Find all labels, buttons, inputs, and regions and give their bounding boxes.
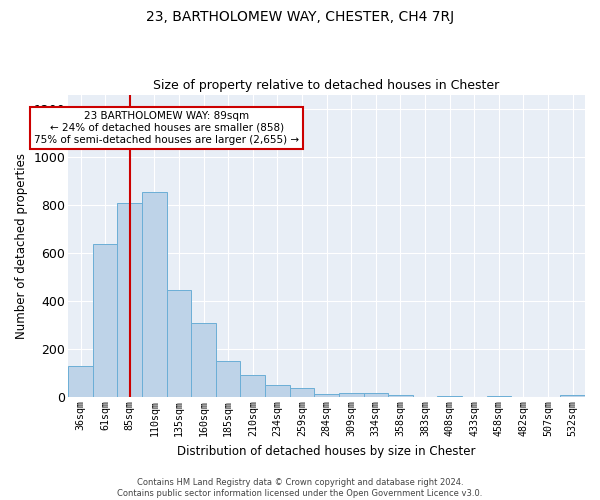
Bar <box>462 396 487 398</box>
Bar <box>167 290 191 398</box>
Bar <box>142 192 167 398</box>
X-axis label: Distribution of detached houses by size in Chester: Distribution of detached houses by size … <box>178 444 476 458</box>
Bar <box>388 395 413 398</box>
Text: Contains HM Land Registry data © Crown copyright and database right 2024.
Contai: Contains HM Land Registry data © Crown c… <box>118 478 482 498</box>
Bar <box>413 396 437 398</box>
Y-axis label: Number of detached properties: Number of detached properties <box>15 153 28 339</box>
Bar <box>241 375 265 398</box>
Bar <box>68 366 93 398</box>
Bar <box>265 386 290 398</box>
Text: 23 BARTHOLOMEW WAY: 89sqm
← 24% of detached houses are smaller (858)
75% of semi: 23 BARTHOLOMEW WAY: 89sqm ← 24% of detac… <box>34 112 299 144</box>
Bar <box>93 244 118 398</box>
Bar <box>364 392 388 398</box>
Bar <box>290 388 314 398</box>
Text: 23, BARTHOLOMEW WAY, CHESTER, CH4 7RJ: 23, BARTHOLOMEW WAY, CHESTER, CH4 7RJ <box>146 10 454 24</box>
Title: Size of property relative to detached houses in Chester: Size of property relative to detached ho… <box>154 79 500 92</box>
Bar <box>191 323 216 398</box>
Bar <box>437 396 462 398</box>
Bar <box>314 394 339 398</box>
Bar <box>487 396 511 398</box>
Bar <box>560 395 585 398</box>
Bar <box>118 202 142 398</box>
Bar <box>339 393 364 398</box>
Bar <box>216 361 241 398</box>
